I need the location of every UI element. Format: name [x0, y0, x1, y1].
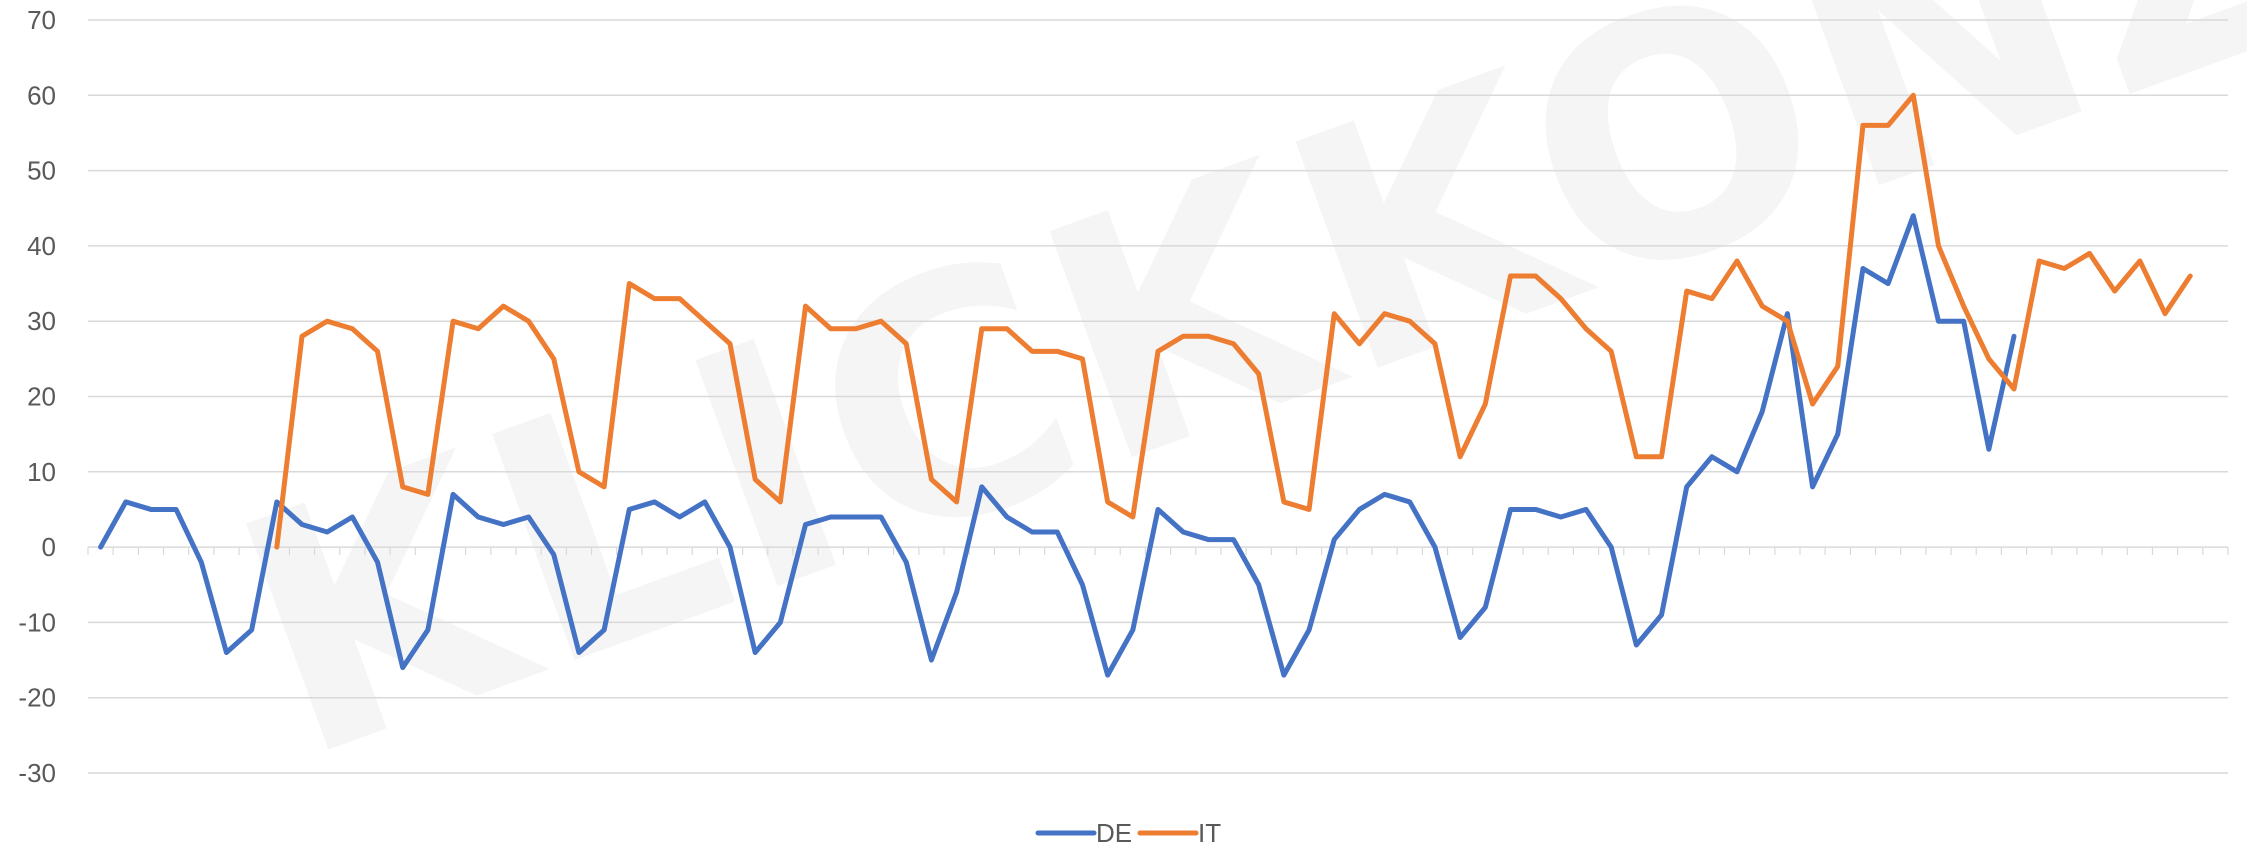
y-tick-label: -10 — [18, 607, 56, 637]
y-tick-label: 30 — [27, 306, 56, 336]
legend-item-de: DE — [1035, 818, 1132, 848]
y-tick-label: 40 — [27, 231, 56, 261]
legend-label-de: DE — [1096, 818, 1132, 848]
watermark: KLICKKONZEPT — [195, 0, 2247, 833]
y-tick-label: 50 — [27, 156, 56, 186]
y-tick-label: 20 — [27, 382, 56, 412]
series-layer — [98, 92, 2193, 678]
legend-item-it: IT — [1137, 818, 1221, 848]
y-tick-label: 60 — [27, 80, 56, 110]
y-tick-label: 0 — [42, 532, 56, 562]
series-line-it — [274, 92, 2193, 550]
y-tick-label: 70 — [27, 5, 56, 35]
series-line-de — [98, 213, 2017, 678]
grid-layer — [88, 19, 2228, 774]
y-axis-tick-labels: -30 -20 -10 0 10 20 30 40 50 60 70 — [18, 5, 56, 788]
series-de — [98, 213, 2017, 678]
y-tick-label: -20 — [18, 683, 56, 713]
legend-label-it: IT — [1198, 818, 1221, 848]
y-tick-label: -30 — [18, 758, 56, 788]
legend: DE IT — [1035, 818, 1221, 848]
series-it — [274, 92, 2193, 550]
y-tick-label: 10 — [27, 457, 56, 487]
